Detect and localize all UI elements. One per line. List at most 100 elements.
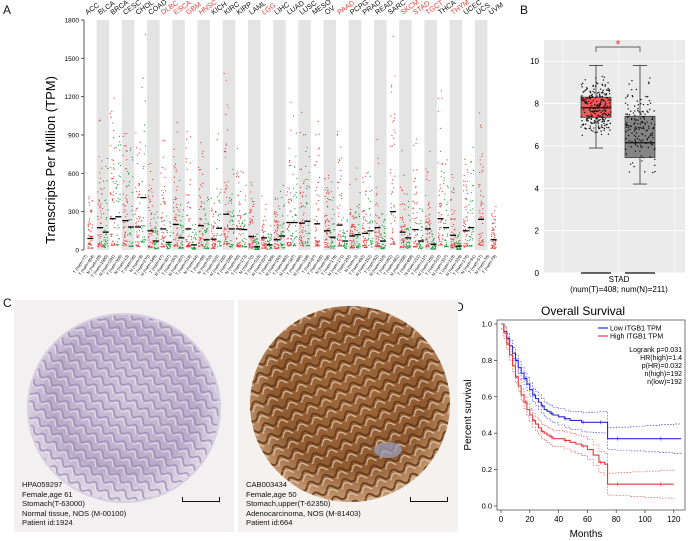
- tumor-dot: [362, 224, 364, 227]
- normal-point: [627, 108, 629, 110]
- tumor-dot: [326, 218, 328, 220]
- tumor-dot: [352, 232, 354, 234]
- tumor-dot: [162, 192, 165, 194]
- tumor-dot: [198, 241, 200, 243]
- normal-dot: [155, 222, 157, 224]
- tumor-point: [599, 88, 602, 90]
- normal-dot: [220, 213, 222, 215]
- tumor-dot: [286, 228, 288, 230]
- normal-dot: [293, 220, 295, 222]
- normal-dot: [182, 209, 185, 211]
- normal-dot: [358, 207, 360, 209]
- tumor-dot: [482, 195, 484, 198]
- tumor-dot: [350, 239, 352, 242]
- tumor-dot: [249, 210, 252, 212]
- tumor-dot: [302, 229, 304, 231]
- normal-dot: [342, 231, 344, 233]
- tumor-dot: [450, 198, 453, 200]
- tumor-dot: [349, 183, 351, 185]
- ihc-normal-caption: HPA059297 Female,age 61 Stomach(T-63000)…: [22, 480, 126, 528]
- normal-dot: [282, 223, 284, 225]
- normal-dot: [334, 245, 336, 247]
- tumor-dot: [147, 195, 150, 197]
- normal-point: [653, 110, 655, 112]
- tumor-dot: [185, 147, 187, 149]
- normal-dot: [444, 222, 446, 225]
- tumor-dot: [479, 216, 481, 219]
- tumor-dot: [265, 208, 267, 210]
- normal-point: [639, 150, 641, 152]
- tumor-dot: [415, 193, 417, 195]
- normal-dot: [206, 223, 209, 225]
- tumor-point: [605, 108, 607, 110]
- tumor-dot: [275, 221, 277, 223]
- normal-dot: [119, 149, 121, 151]
- normal-point: [649, 155, 651, 158]
- normal-dot: [205, 213, 207, 215]
- tumor-dot: [223, 230, 225, 232]
- tumor-dot: [226, 104, 228, 106]
- tumor-dot: [110, 216, 112, 218]
- overall-survival-plot: Overall Survival 0 20 40 60 80 100 1200.00.20.…: [463, 304, 686, 540]
- tumor-dot: [113, 222, 116, 224]
- normal-dot: [170, 231, 172, 233]
- tumor-dot: [349, 208, 352, 211]
- normal-dot: [141, 228, 143, 230]
- normal-dot: [472, 146, 474, 148]
- tumor-dot: [150, 162, 152, 165]
- tumor-dot: [162, 140, 164, 142]
- y-tick-label: 0.6: [482, 392, 492, 401]
- normal-dot: [143, 241, 145, 243]
- normal-dot: [154, 227, 156, 229]
- tumor-dot: [174, 218, 177, 221]
- tumor-dot: [101, 245, 103, 248]
- tumor-dot: [213, 239, 216, 241]
- tumor-dot: [97, 234, 99, 236]
- normal-dot: [271, 246, 273, 248]
- normal-dot: [245, 212, 247, 215]
- tumor-dot: [452, 247, 455, 249]
- tumor-dot: [274, 198, 276, 201]
- tumor-point: [592, 84, 595, 87]
- normal-point: [637, 123, 639, 125]
- normal-dot: [104, 246, 106, 248]
- normal-point: [625, 97, 627, 99]
- tumor-dot: [317, 120, 319, 123]
- normal-dot: [255, 244, 257, 246]
- tumor-dot: [164, 139, 166, 142]
- normal-point: [629, 125, 632, 127]
- normal-dot: [204, 245, 206, 247]
- normal-dot: [157, 233, 159, 235]
- normal-dot: [243, 214, 245, 216]
- normal-dot: [130, 227, 132, 229]
- normal-dot: [380, 233, 382, 235]
- tumor-dot: [466, 180, 469, 182]
- normal-dot: [229, 211, 231, 213]
- tumor-dot: [337, 181, 339, 183]
- tumor-dot: [199, 223, 201, 225]
- normal-dot: [444, 228, 446, 231]
- normal-point: [631, 141, 633, 143]
- tumor-point: [608, 102, 611, 104]
- normal-point: [626, 113, 629, 115]
- tumor-dot: [174, 196, 176, 198]
- normal-dot: [443, 199, 446, 201]
- normal-dot: [144, 239, 147, 241]
- group-label: STAD: [609, 275, 630, 284]
- tumor-dot: [365, 242, 367, 244]
- normal-point: [634, 114, 636, 117]
- normal-dot: [331, 218, 333, 220]
- tumor-dot: [212, 225, 214, 228]
- normal-dot: [359, 245, 361, 248]
- tumor-dot: [265, 242, 267, 244]
- tumor-dot: [352, 234, 354, 236]
- normal-point: [628, 171, 631, 173]
- tumor-dot: [416, 234, 419, 236]
- tumor-dot: [214, 247, 216, 249]
- normal-dot: [102, 180, 105, 182]
- tumor-dot: [494, 245, 496, 247]
- tumor-dot: [91, 235, 94, 237]
- tumor-dot: [494, 226, 497, 228]
- tumor-dot: [175, 244, 177, 246]
- tumor-dot: [187, 235, 189, 238]
